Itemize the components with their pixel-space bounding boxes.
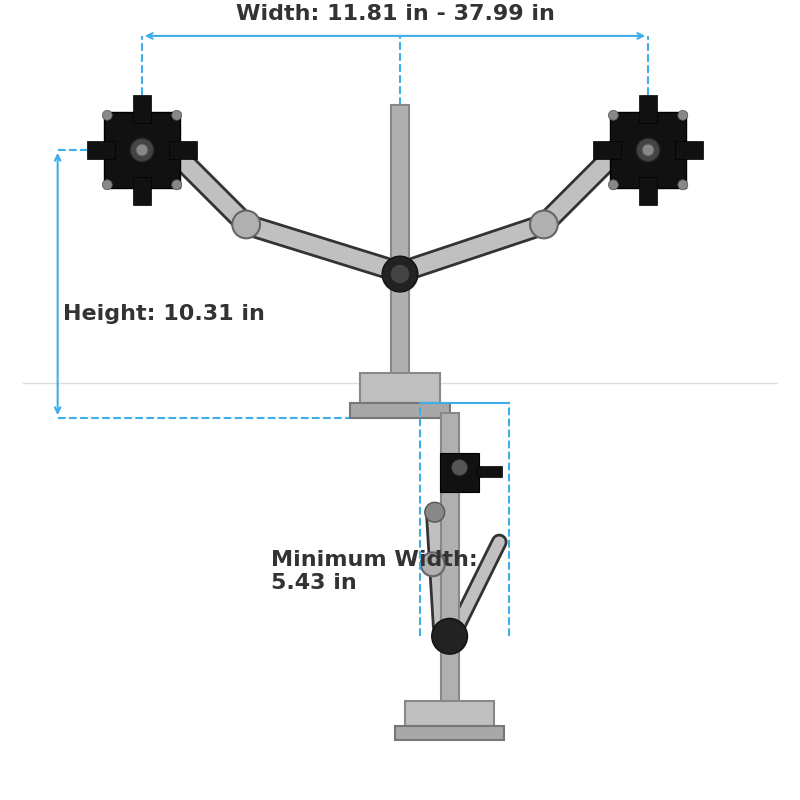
Circle shape <box>606 138 630 162</box>
Circle shape <box>102 180 112 190</box>
Text: Minimum Width:
5.43 in: Minimum Width: 5.43 in <box>271 550 478 594</box>
Bar <box>391 106 409 374</box>
Bar <box>350 403 450 418</box>
Circle shape <box>102 110 112 120</box>
Text: Width: 11.81 in - 37.99 in: Width: 11.81 in - 37.99 in <box>236 4 554 24</box>
Circle shape <box>172 110 182 120</box>
Bar <box>360 374 440 403</box>
Bar <box>133 95 151 122</box>
Circle shape <box>432 618 467 654</box>
Circle shape <box>390 264 410 284</box>
Bar <box>593 141 621 159</box>
Circle shape <box>130 138 154 162</box>
Bar <box>639 95 657 122</box>
Circle shape <box>530 210 558 238</box>
Circle shape <box>136 144 148 156</box>
Bar <box>440 453 479 492</box>
Bar <box>478 466 502 478</box>
Bar <box>639 178 657 205</box>
Bar <box>405 701 494 726</box>
Bar <box>87 141 114 159</box>
Circle shape <box>678 110 688 120</box>
Bar <box>133 178 151 205</box>
Bar <box>675 141 703 159</box>
Circle shape <box>608 110 618 120</box>
Circle shape <box>382 256 418 292</box>
Circle shape <box>678 180 688 190</box>
Circle shape <box>642 144 654 156</box>
Bar <box>610 112 686 188</box>
Circle shape <box>425 502 445 522</box>
Circle shape <box>232 210 260 238</box>
Bar <box>170 141 197 159</box>
Text: Height: 10.31 in: Height: 10.31 in <box>62 304 265 324</box>
Circle shape <box>160 138 184 162</box>
Bar <box>104 112 180 188</box>
Circle shape <box>421 553 445 576</box>
Circle shape <box>636 138 660 162</box>
Circle shape <box>608 180 618 190</box>
Bar <box>395 726 504 741</box>
Bar <box>441 413 458 701</box>
Circle shape <box>172 180 182 190</box>
Circle shape <box>452 460 467 475</box>
